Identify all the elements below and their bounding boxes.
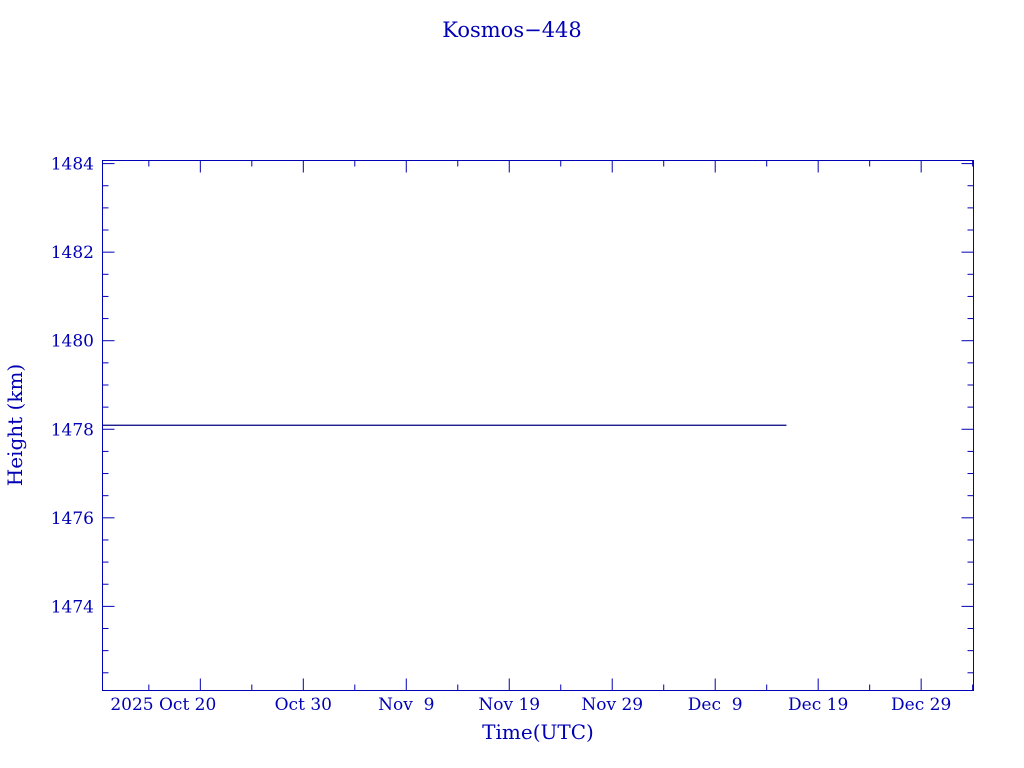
y-tick-label: 1476 [51,509,94,529]
x-tick-label: 2025 Oct 20 [110,695,216,715]
x-tick-label: Dec 29 [891,695,951,715]
x-tick-label: Nov 19 [478,695,540,715]
chart-title: Kosmos−448 [442,18,582,42]
y-axis-label: Height (km) [3,364,27,486]
x-tick-label: Oct 30 [275,695,332,715]
y-tick-label: 1478 [51,420,94,440]
y-tick-label: 1474 [51,597,94,617]
ticks: 1474 1476 1478 1480 1482 1484 2025 Oct 20 Oct 3… [51,155,974,715]
x-tick-label: Dec 9 [688,695,743,715]
x-axis-label: Time(UTC) [482,720,594,744]
y-tick-label: 1480 [51,332,94,352]
x-tick-label: Nov 29 [581,695,643,715]
y-tick-label: 1482 [51,243,94,263]
x-tick-label: Dec 19 [788,695,848,715]
y-tick-label: 1484 [51,155,94,175]
x-tick-label: Nov 9 [378,695,434,715]
